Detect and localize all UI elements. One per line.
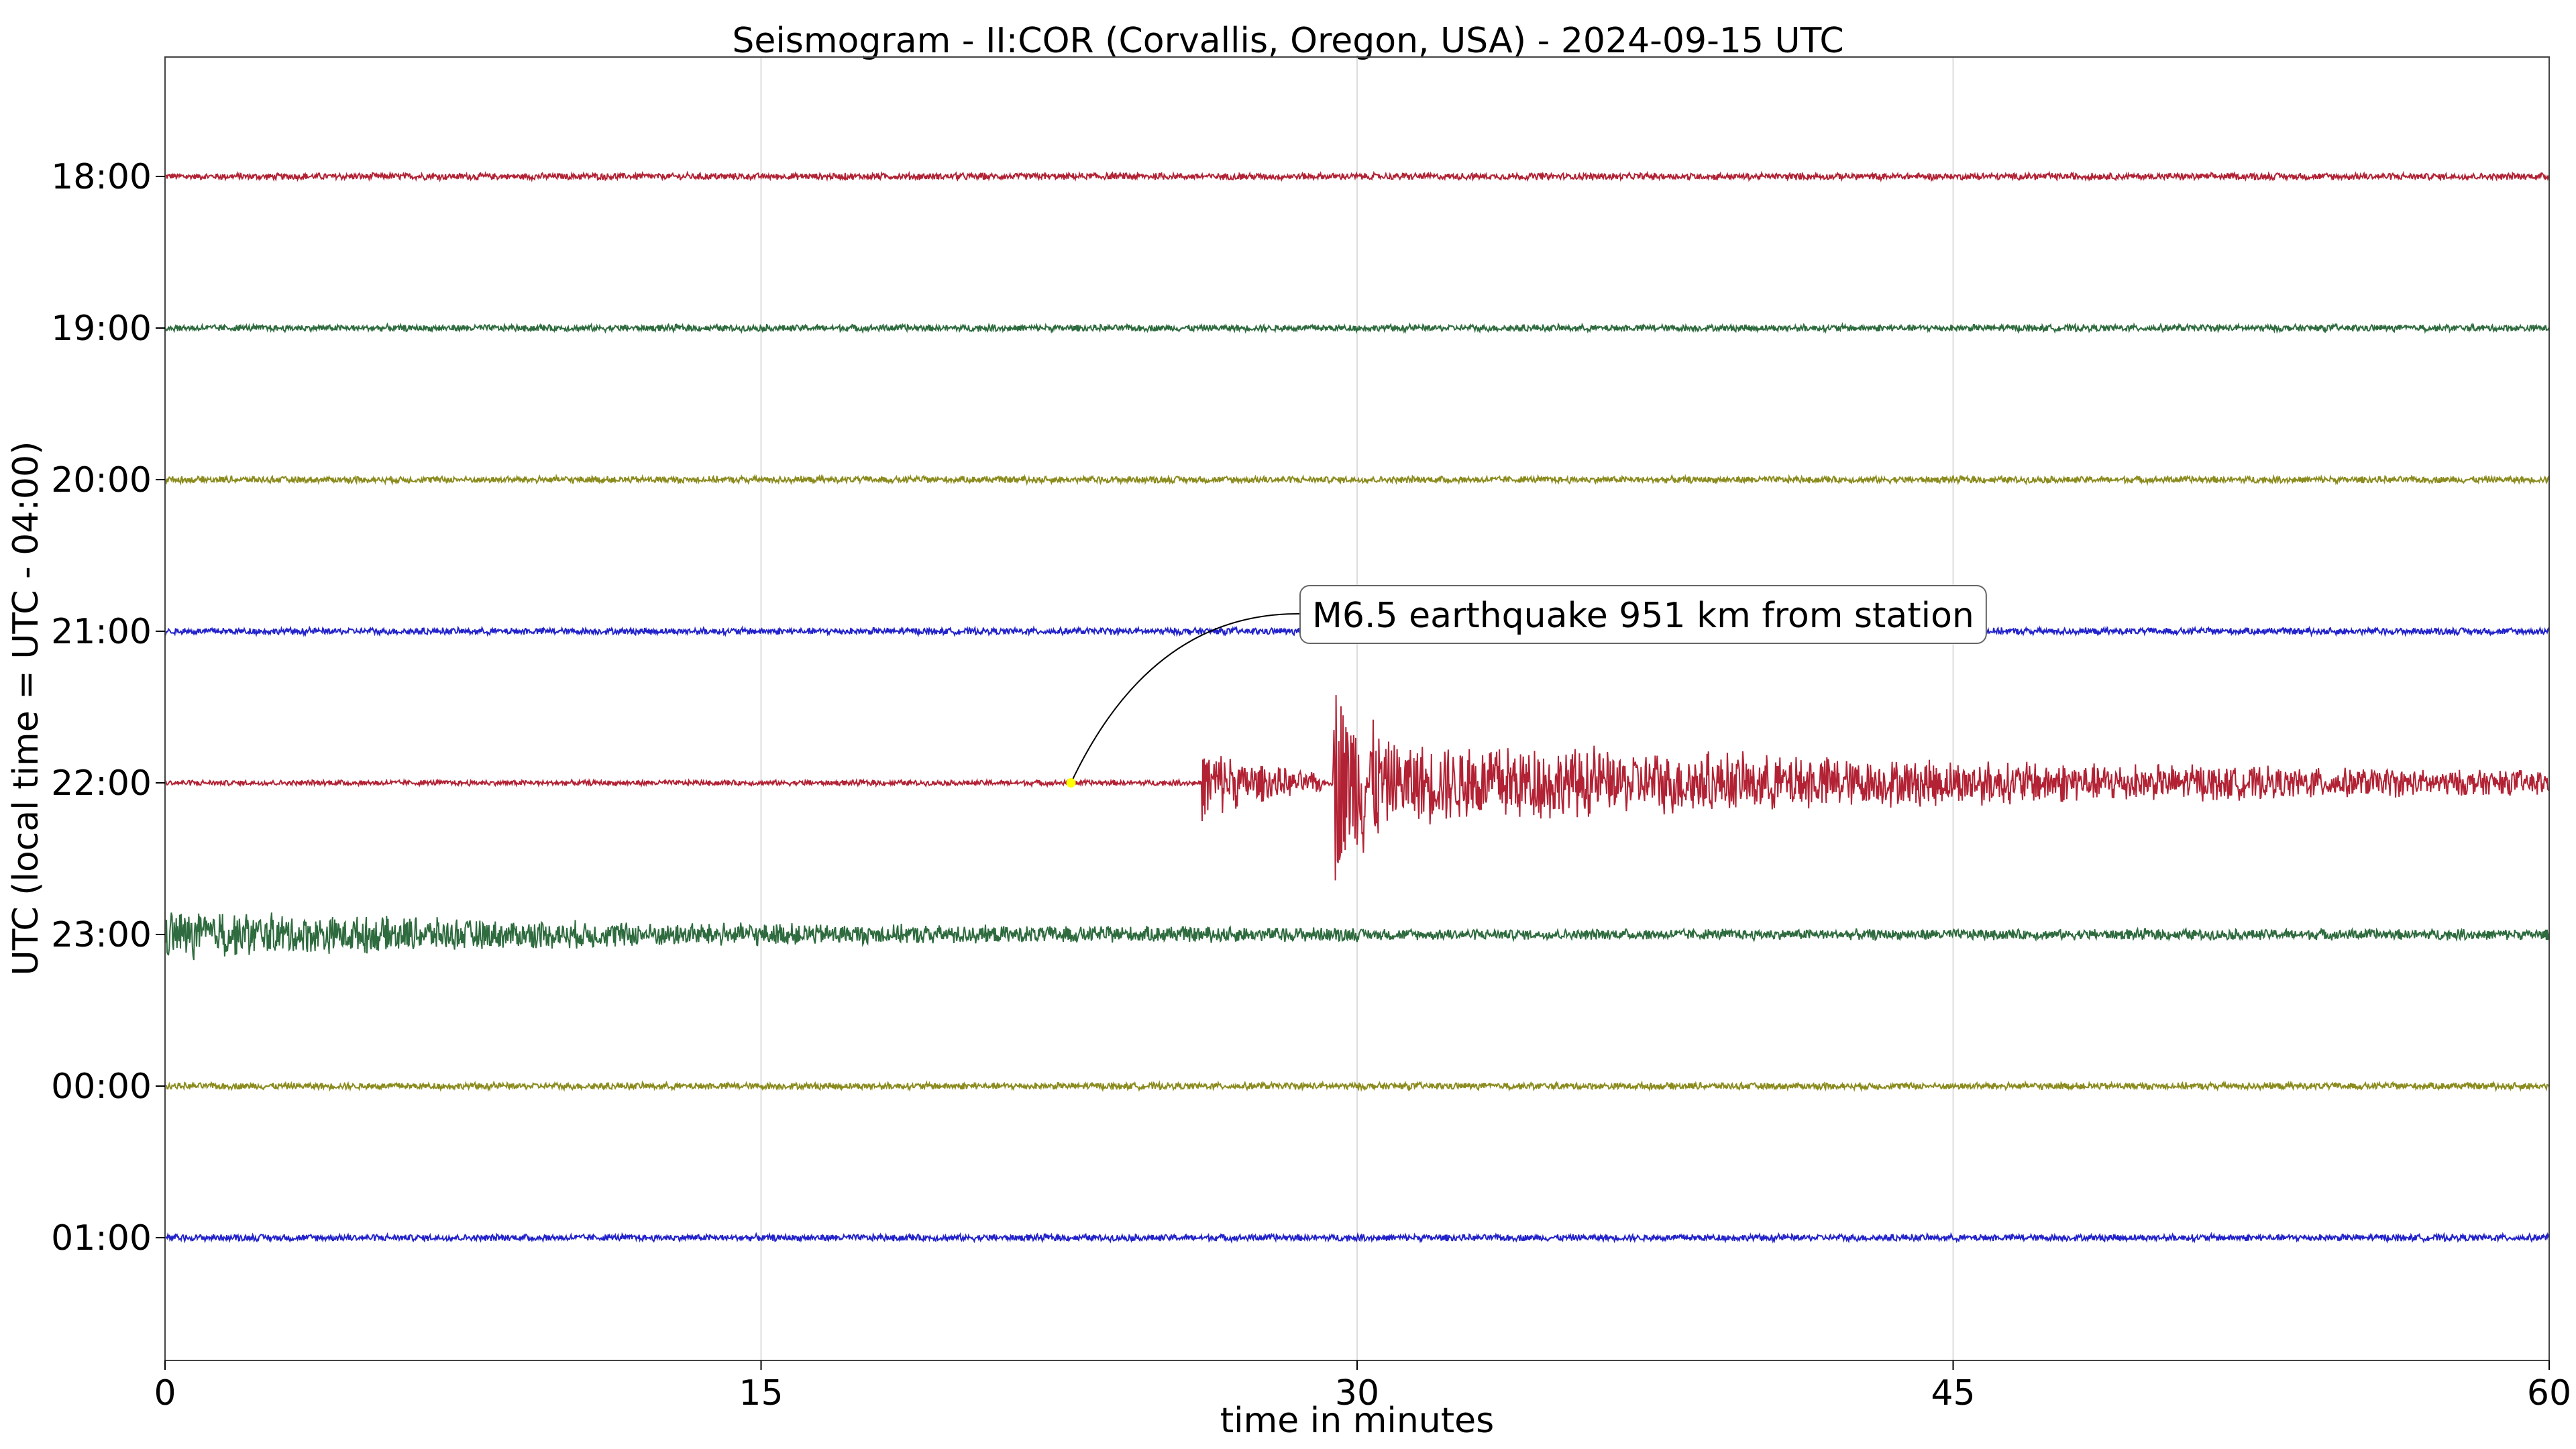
x-tick-label: 15: [739, 1373, 783, 1413]
trace-0000: [164, 1079, 2550, 1093]
trace-2200: [164, 695, 2550, 881]
annotation: M6.5 earthquake 951 km from station: [1066, 585, 1987, 788]
x-tick-label: 30: [1335, 1373, 1379, 1413]
annotation-arrow: [1070, 612, 1301, 784]
trace-0100: [164, 1232, 2550, 1244]
y-tick-label: 21:00: [51, 612, 152, 652]
y-tick-label: 23:00: [51, 915, 152, 955]
y-tick-label: 20:00: [51, 460, 152, 500]
y-tick-label: 01:00: [51, 1218, 152, 1258]
y-tick-label: 19:00: [51, 309, 152, 349]
x-tick-label: 0: [154, 1373, 176, 1413]
trace-1900: [164, 322, 2550, 335]
y-axis: 18:00 19:00 20:00 21:00 22:00 23:00 00:00 01:00: [51, 157, 165, 1258]
y-tick-label: 00:00: [51, 1067, 152, 1107]
traces: [164, 170, 2550, 1244]
x-axis-label: time in minutes: [1220, 1401, 1494, 1441]
y-axis-label: UTC (local time = UTC - 04:00): [6, 441, 46, 976]
x-tick-label: 60: [2527, 1373, 2571, 1413]
y-tick-label: 22:00: [51, 763, 152, 804]
trace-2300: [164, 912, 2550, 961]
chart-title: Seismogram - II:COR (Corvallis, Oregon, …: [732, 21, 1843, 61]
annotation-text: M6.5 earthquake 951 km from station: [1312, 596, 1974, 636]
grid: [760, 57, 1954, 1360]
trace-2000: [164, 473, 2550, 486]
annotation-box: [1299, 585, 1987, 644]
trace-1800: [164, 170, 2550, 182]
annotation-marker: [1066, 778, 1076, 788]
x-axis: 0 15 30 45 60: [154, 1360, 2571, 1413]
y-tick-label: 18:00: [51, 157, 152, 197]
x-tick-label: 45: [1931, 1373, 1975, 1413]
